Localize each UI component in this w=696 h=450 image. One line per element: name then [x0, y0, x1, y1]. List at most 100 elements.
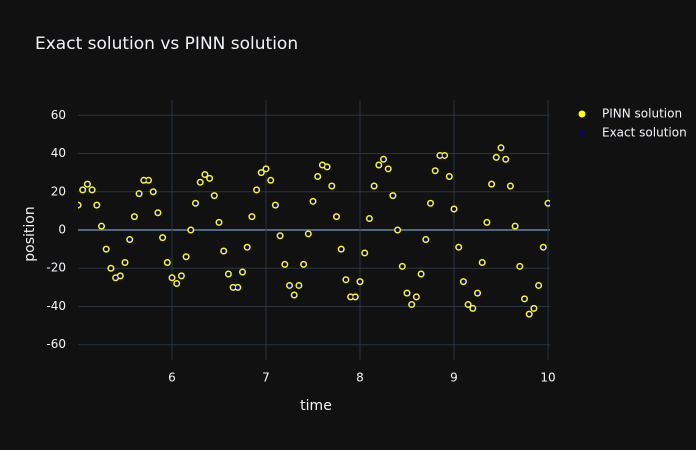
data-point: [179, 273, 184, 278]
data-point: [409, 302, 414, 307]
y-tick-label: 60: [51, 108, 66, 122]
data-point: [127, 237, 132, 242]
data-point: [423, 237, 428, 242]
data-point: [325, 164, 330, 169]
data-point: [217, 220, 221, 225]
data-point: [508, 184, 513, 189]
data-point: [405, 291, 409, 296]
data-point: [235, 285, 240, 290]
legend-marker[interactable]: [580, 131, 584, 135]
data-point: [339, 247, 344, 252]
data-point: [94, 203, 99, 208]
data-point: [489, 182, 494, 187]
data-point: [193, 201, 198, 206]
data-point: [527, 312, 532, 317]
data-point: [113, 275, 118, 280]
y-tick-label: -20: [46, 261, 66, 275]
data-point: [174, 281, 179, 286]
data-point: [155, 210, 160, 215]
data-point: [99, 224, 104, 229]
data-point: [118, 273, 123, 278]
data-point: [264, 166, 268, 171]
data-point: [146, 178, 151, 183]
data-point: [160, 235, 165, 240]
data-point: [452, 206, 456, 211]
data-point: [372, 184, 377, 189]
data-point: [90, 187, 95, 192]
data-point: [184, 254, 189, 259]
data-point: [301, 262, 306, 267]
data-point: [442, 153, 447, 158]
data-point: [541, 245, 546, 250]
data-point: [259, 170, 264, 175]
data-point: [546, 201, 550, 206]
data-point: [254, 187, 259, 192]
data-point: [207, 176, 212, 181]
data-point: [278, 233, 283, 238]
data-point: [456, 245, 461, 250]
data-point: [249, 214, 254, 219]
data-point: [499, 145, 503, 150]
x-axis-title: time: [300, 398, 332, 414]
data-point: [320, 163, 325, 167]
data-point: [202, 172, 207, 177]
data-point: [141, 178, 146, 183]
plot-area: [78, 144, 550, 318]
data-point: [513, 224, 518, 229]
data-point: [212, 193, 217, 198]
data-point: [245, 245, 250, 250]
data-point: [151, 189, 156, 194]
y-tick-label: 20: [51, 184, 66, 198]
data-point: [343, 277, 348, 282]
data-point: [292, 293, 297, 297]
data-point: [536, 283, 541, 288]
legend-label[interactable]: Exact solution: [602, 126, 687, 140]
data-point: [104, 247, 109, 252]
legend-label[interactable]: PINN solution: [602, 107, 682, 121]
y-tick-label: 40: [51, 146, 66, 160]
legend-marker[interactable]: [578, 110, 586, 118]
data-point: [240, 270, 245, 275]
data-point: [315, 174, 320, 179]
data-point: [367, 216, 372, 221]
data-point: [480, 260, 485, 265]
data-point: [137, 191, 142, 196]
x-tick-label: 6: [168, 371, 176, 385]
data-point: [419, 271, 424, 276]
data-point: [329, 184, 334, 189]
chart-title: Exact solution vs PINN solution: [35, 34, 298, 54]
data-point: [306, 231, 311, 236]
data-point: [268, 178, 273, 183]
data-point: [132, 214, 137, 219]
y-tick-label: -60: [46, 337, 66, 351]
data-point: [287, 283, 292, 288]
data-point: [226, 271, 231, 276]
y-axis-title: position: [22, 206, 38, 261]
data-point: [231, 285, 236, 290]
x-tick-label: 9: [450, 371, 458, 385]
data-point: [428, 201, 433, 206]
data-point: [386, 166, 391, 171]
data-point: [282, 262, 287, 267]
data-point: [221, 249, 226, 254]
data-point: [123, 260, 127, 265]
data-point: [466, 302, 471, 307]
data-point: [494, 155, 499, 160]
data-point: [334, 214, 339, 219]
data-point: [484, 220, 489, 225]
data-point: [503, 157, 508, 162]
data-point: [437, 153, 442, 158]
data-point: [400, 264, 405, 269]
data-point: [348, 294, 353, 299]
data-point: [198, 180, 203, 185]
x-tick-label: 10: [540, 371, 555, 385]
data-point: [522, 296, 527, 301]
data-point: [165, 260, 170, 265]
data-point: [80, 187, 85, 192]
data-point: [414, 294, 419, 299]
data-point: [108, 266, 113, 271]
y-tick-label: 0: [58, 223, 66, 237]
legend: PINN solution Exact solution: [578, 107, 687, 140]
